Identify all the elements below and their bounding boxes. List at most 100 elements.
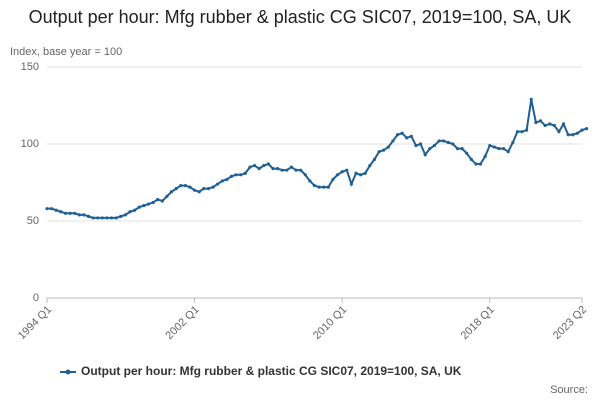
point bbox=[377, 150, 381, 154]
point bbox=[340, 170, 344, 174]
point bbox=[372, 157, 377, 161]
point bbox=[73, 211, 77, 215]
point bbox=[45, 207, 49, 211]
point bbox=[442, 139, 446, 143]
point bbox=[169, 190, 174, 194]
x-tick-label: 2023 Q2 bbox=[551, 304, 589, 342]
point bbox=[82, 213, 86, 217]
point bbox=[123, 213, 128, 217]
point bbox=[220, 179, 224, 183]
point bbox=[206, 187, 211, 191]
point bbox=[262, 163, 266, 168]
chart-title: Output per hour: Mfg rubber & plastic CG… bbox=[28, 7, 572, 27]
point bbox=[183, 183, 187, 188]
point bbox=[197, 190, 201, 194]
point bbox=[156, 197, 160, 202]
point bbox=[96, 216, 100, 220]
point bbox=[239, 173, 243, 177]
point bbox=[451, 142, 455, 146]
x-tick-label: 2018 Q1 bbox=[459, 304, 497, 342]
point bbox=[349, 182, 353, 186]
point bbox=[437, 139, 441, 143]
point bbox=[322, 185, 326, 189]
point bbox=[285, 168, 289, 172]
point bbox=[345, 168, 349, 172]
x-tick-label: 2010 Q1 bbox=[311, 304, 349, 342]
point bbox=[511, 140, 515, 145]
point bbox=[165, 194, 169, 198]
point bbox=[335, 173, 340, 177]
point bbox=[432, 143, 437, 148]
point bbox=[229, 174, 234, 178]
point bbox=[317, 185, 321, 189]
point bbox=[63, 211, 68, 215]
point bbox=[312, 183, 317, 188]
point bbox=[585, 127, 589, 131]
point bbox=[534, 120, 538, 125]
point bbox=[133, 208, 137, 212]
point bbox=[501, 147, 506, 151]
point bbox=[146, 202, 151, 206]
point bbox=[54, 208, 58, 212]
point bbox=[552, 123, 556, 128]
point bbox=[86, 214, 91, 218]
point bbox=[386, 145, 390, 149]
y-tick-label: 0 bbox=[33, 292, 39, 304]
point bbox=[520, 130, 524, 134]
point bbox=[225, 177, 229, 182]
point bbox=[174, 187, 178, 191]
point bbox=[252, 163, 257, 168]
series-line bbox=[47, 99, 587, 219]
point bbox=[543, 123, 547, 128]
point bbox=[460, 147, 464, 151]
point bbox=[465, 151, 469, 155]
point bbox=[234, 173, 238, 177]
point bbox=[423, 153, 427, 157]
point bbox=[68, 211, 72, 215]
point bbox=[119, 214, 123, 218]
point bbox=[455, 147, 460, 151]
point bbox=[128, 210, 132, 214]
point bbox=[243, 171, 247, 175]
point bbox=[391, 139, 395, 143]
point bbox=[294, 168, 298, 172]
point bbox=[492, 145, 496, 149]
point bbox=[137, 205, 141, 209]
point bbox=[478, 162, 483, 166]
point bbox=[188, 185, 192, 189]
point bbox=[529, 97, 533, 101]
point bbox=[105, 216, 109, 220]
point bbox=[382, 148, 386, 152]
point bbox=[77, 213, 81, 217]
point bbox=[192, 188, 197, 192]
point bbox=[428, 147, 432, 151]
point bbox=[506, 150, 510, 154]
point bbox=[303, 173, 307, 177]
point bbox=[400, 131, 404, 135]
point bbox=[580, 128, 584, 132]
point bbox=[418, 142, 423, 146]
point bbox=[571, 133, 575, 137]
point bbox=[575, 131, 579, 135]
point bbox=[211, 185, 215, 189]
point bbox=[446, 140, 450, 145]
y-tick-label: 100 bbox=[21, 138, 39, 150]
point bbox=[515, 130, 520, 134]
point bbox=[266, 162, 270, 166]
point bbox=[497, 147, 501, 151]
point bbox=[469, 157, 473, 161]
point bbox=[160, 199, 164, 203]
point bbox=[363, 171, 367, 175]
point bbox=[216, 182, 220, 186]
point bbox=[368, 163, 372, 168]
point bbox=[359, 173, 363, 177]
legend-label: Output per hour: Mfg rubber & plastic CG… bbox=[81, 364, 462, 378]
point bbox=[308, 179, 312, 183]
point bbox=[409, 134, 413, 138]
point bbox=[100, 216, 104, 220]
point bbox=[202, 187, 206, 191]
point bbox=[395, 133, 400, 137]
point bbox=[289, 165, 294, 169]
